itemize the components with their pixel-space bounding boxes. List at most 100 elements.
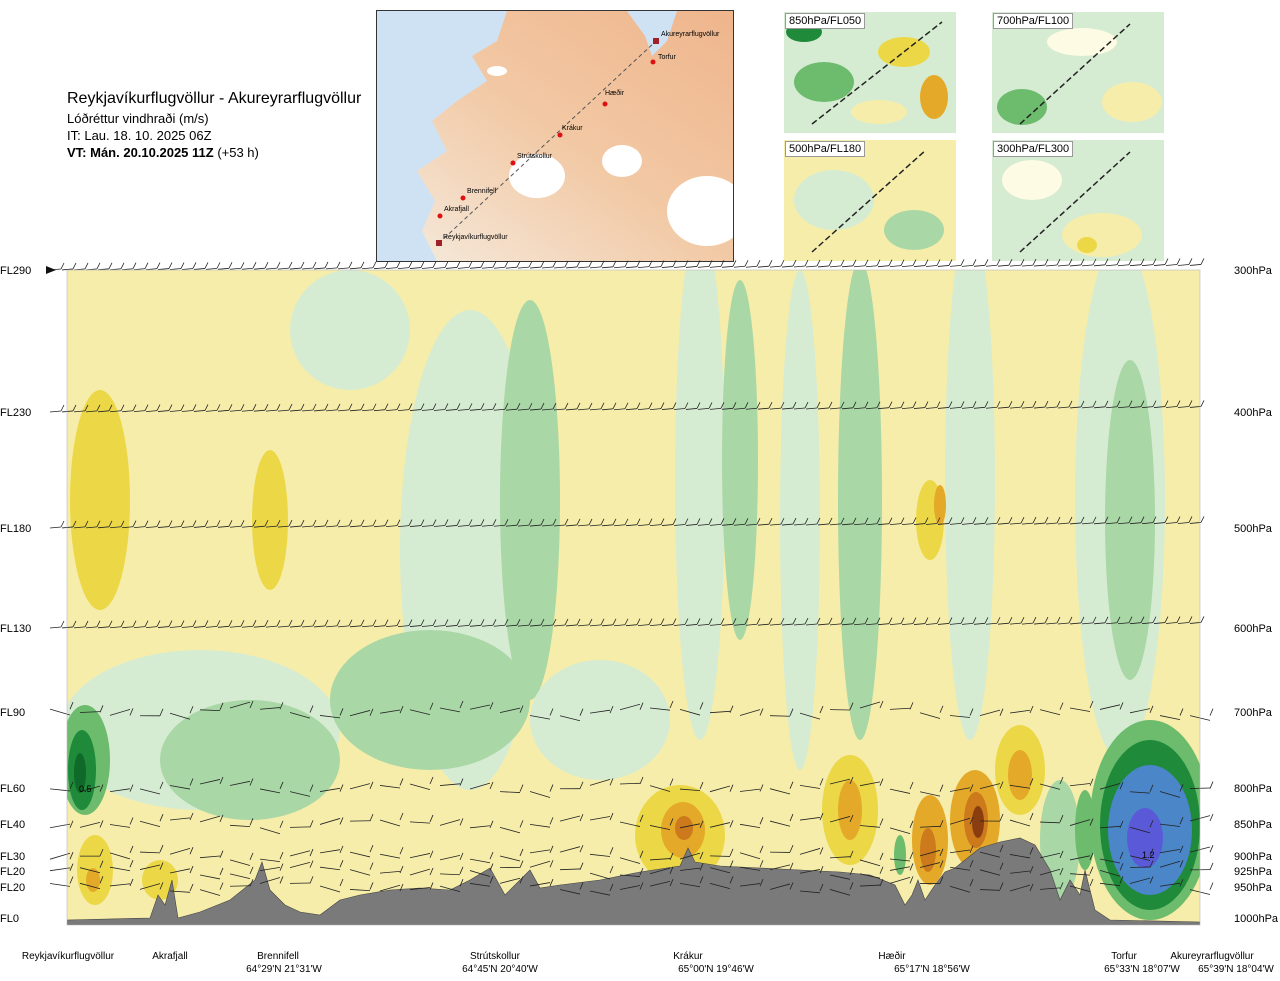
wind-barb-873 — [459, 778, 464, 786]
wind-barb-1026 — [409, 853, 431, 859]
wind-barb-635 — [408, 619, 413, 626]
wind-barb-693 — [756, 618, 761, 625]
wind-barb-912 — [1039, 783, 1061, 790]
wind-barb-773 — [129, 708, 134, 716]
wind-barb-345 — [972, 401, 977, 408]
wind-barb-672 — [625, 624, 638, 627]
wind-barb-413 — [228, 520, 233, 527]
wind-barb-536 — [961, 522, 974, 525]
wind-barb-1181 — [399, 883, 404, 892]
wind-barb-371 — [1128, 400, 1133, 407]
wind-barb-89 — [588, 260, 593, 268]
wind-barb-852 — [139, 788, 161, 795]
wind-barb-131 — [840, 259, 845, 267]
wind-barb-718 — [901, 623, 914, 625]
wind-barb-789 — [369, 708, 374, 716]
wind-barb-385 — [60, 520, 65, 528]
wind-barb-758 — [1141, 622, 1154, 625]
wind-barb-770 — [79, 711, 101, 713]
wind-barb-151 — [960, 259, 965, 266]
wind-barb-920 — [1159, 791, 1181, 798]
wind-barb-368 — [1105, 406, 1118, 409]
wind-barb-1116 — [589, 872, 611, 880]
wind-barb-654 — [517, 624, 530, 627]
wind-barb-285 — [612, 402, 617, 409]
wind-barb-122 — [781, 265, 794, 268]
wind-barb-748 — [1081, 622, 1094, 625]
wind-barb-523 — [888, 517, 893, 524]
y-right-tick-label: 700hPa — [1234, 707, 1273, 719]
wind-barb-1014 — [229, 859, 251, 866]
wind-barb-619 — [312, 619, 317, 627]
wind-barb-809 — [669, 700, 674, 709]
wind-barb-1207 — [789, 882, 794, 890]
wind-barb-422 — [277, 525, 290, 528]
wind-barb-1098 — [319, 866, 341, 871]
wind-barb-76 — [505, 266, 518, 269]
wind-barb-129 — [828, 259, 833, 267]
wind-barb-545 — [1020, 516, 1025, 524]
wind-barb-111 — [720, 260, 725, 267]
wind-barb-1211 — [849, 882, 854, 890]
wind-barb-149 — [948, 259, 953, 266]
wind-barb-897 — [819, 778, 824, 786]
wind-barb-730 — [973, 622, 986, 625]
wind-barb-1051 — [789, 844, 794, 853]
wind-barb-610 — [253, 625, 266, 628]
wind-barb-235 — [312, 403, 317, 411]
wind-barb-214 — [181, 410, 194, 412]
wind-barb-840 — [1129, 708, 1151, 714]
wind-barb-769 — [69, 702, 74, 710]
wind-barb-1155 — [1179, 860, 1184, 868]
wind-barb-689 — [732, 618, 737, 625]
wind-barb-488 — [673, 524, 686, 526]
wind-barb-683 — [696, 618, 701, 625]
wind-barb-147 — [936, 259, 941, 266]
wind-barb-306 — [733, 407, 746, 410]
wind-barb-842 — [1159, 715, 1181, 720]
wind-barb-138 — [877, 265, 890, 268]
wind-barb-519 — [864, 517, 869, 524]
wind-barb-1106 — [439, 873, 461, 876]
wind-barb-141 — [900, 259, 905, 266]
wind-barb-479 — [624, 518, 629, 525]
wind-barb-930 — [139, 820, 161, 828]
wind-barb-1228 — [1099, 882, 1121, 887]
wind-barb-231 — [288, 403, 293, 411]
wind-barb-83 — [552, 260, 557, 268]
wind-barb-978 — [859, 825, 881, 828]
wind-barb-622 — [325, 625, 338, 628]
wind-barb-514 — [829, 523, 842, 526]
wind-barb-146 — [925, 265, 938, 267]
wind-barb-139 — [888, 259, 893, 266]
wind-barb-526 — [901, 523, 914, 525]
wind-barb-289 — [636, 402, 641, 409]
wind-barb-482 — [637, 524, 650, 527]
wind-barb-190 — [1189, 264, 1202, 266]
wind-barb-746 — [1069, 622, 1082, 625]
wind-barb-921 — [1179, 784, 1184, 792]
wind-barb-784 — [289, 712, 311, 719]
wind-barb-1197 — [639, 882, 644, 890]
wind-barb-460 — [505, 524, 518, 527]
wind-barb-201 — [108, 404, 113, 411]
wind-barb-1209 — [819, 883, 824, 892]
wind-barb-741 — [1044, 616, 1049, 624]
wind-barb-170 — [1069, 264, 1082, 267]
wind-barb-1096 — [289, 862, 311, 869]
wind-barb-86 — [565, 266, 578, 269]
wind-barb-567 — [1152, 516, 1157, 523]
wind-barb-84 — [553, 266, 566, 269]
wind-barb-860 — [259, 788, 281, 794]
wind-barb-1235 — [1209, 882, 1214, 890]
wind-barb-356 — [1033, 406, 1046, 409]
wind-barb-101 — [660, 260, 665, 267]
wind-barb-1173 — [279, 876, 284, 884]
wind-barb-904 — [919, 791, 941, 797]
wind-barb-10 — [109, 268, 122, 271]
wind-barb-711 — [864, 617, 869, 624]
wind-barb-1231 — [1149, 876, 1154, 884]
wind-barb-109 — [708, 260, 713, 267]
wind-barb-265 — [492, 403, 497, 410]
wind-barb-851 — [129, 784, 134, 792]
